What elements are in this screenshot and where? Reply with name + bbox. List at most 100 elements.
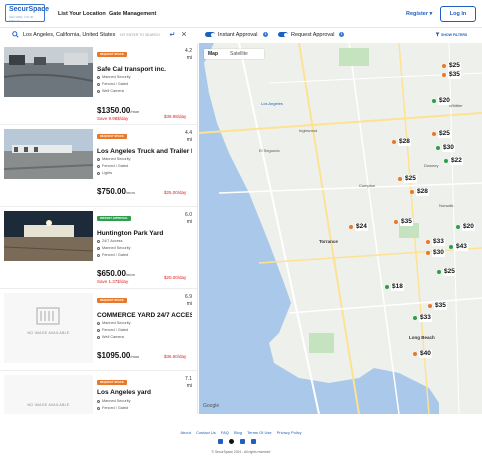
- map-pin[interactable]: $28: [392, 138, 411, 146]
- map-pin[interactable]: $25: [437, 268, 456, 276]
- register-dropdown[interactable]: Register ▾: [406, 11, 432, 17]
- pin-price: $35: [400, 218, 413, 226]
- securspace-logo[interactable]: SecurSpace SECURE YOUR SPACE: [5, 4, 49, 23]
- monthly-price: $650.00/mon: [97, 269, 135, 278]
- pin-price: $20: [462, 223, 475, 231]
- listing-card[interactable]: NO IMAGE AVAILABLE REQUEST SPACE 6.9 mi …: [0, 289, 197, 371]
- show-filters-button[interactable]: SHOW FILTERS: [441, 33, 468, 37]
- savings-text: Save 9.98$/day: [97, 116, 129, 121]
- price-value: $750.00: [97, 187, 126, 196]
- facebook-icon[interactable]: [218, 439, 223, 444]
- login-button[interactable]: Log In: [440, 6, 476, 22]
- feature-label: Manned Security: [102, 157, 131, 161]
- no-image-text: NO IMAGE AVAILABLE: [27, 331, 70, 335]
- feature-label: Lights: [102, 171, 113, 175]
- map-pin[interactable]: $35: [442, 71, 461, 79]
- pin-price: $25: [404, 175, 417, 183]
- shield-icon: [97, 400, 100, 403]
- shield-icon: [97, 322, 100, 325]
- listing-photo[interactable]: [4, 129, 93, 179]
- map-pin[interactable]: $43: [449, 243, 468, 251]
- map-pin[interactable]: $33: [413, 314, 432, 322]
- map-pin[interactable]: $28: [410, 188, 429, 196]
- copyright: © SecurSpace 2024 - All rights reserved: [211, 450, 271, 454]
- listing-title[interactable]: Los Angeles yard: [97, 389, 151, 396]
- map-pin[interactable]: $25: [398, 175, 417, 183]
- x-icon[interactable]: [229, 439, 234, 444]
- pin-dot: [456, 225, 460, 229]
- listing-card[interactable]: NO IMAGE AVAILABLE REQUEST SPACE 7.1 mi …: [0, 371, 197, 414]
- map-pin[interactable]: $40: [413, 350, 432, 358]
- footer-link-faq[interactable]: FAQ: [220, 430, 229, 435]
- map-pin[interactable]: $35: [394, 218, 413, 226]
- map-label: Whittier: [449, 103, 463, 108]
- no-image-placeholder[interactable]: NO IMAGE AVAILABLE: [4, 293, 93, 363]
- info-icon[interactable]: i: [339, 32, 344, 37]
- listing-title[interactable]: COMMERCE YARD 24/7 ACCESS ...: [97, 312, 192, 319]
- feature-label: Manned Security: [102, 321, 131, 325]
- pin-price: $33: [432, 238, 445, 246]
- logo-tagline: SECURE YOUR SPACE: [9, 15, 34, 23]
- pin-dot: [432, 132, 436, 136]
- nav-list-your-location[interactable]: List Your Location: [58, 11, 106, 17]
- listing-title[interactable]: Huntington Park Yard: [97, 230, 164, 237]
- map-pin[interactable]: $33: [426, 238, 445, 246]
- map-pin[interactable]: $18: [385, 283, 404, 291]
- pin-price: $35: [434, 302, 447, 310]
- search-input[interactable]: Los Angeles, California, United States: [23, 32, 116, 38]
- search-hint: HIT ENTER TO SEARCH: [120, 33, 160, 37]
- listing-card[interactable]: INSTANT APPROVAL 6.0 mi Huntington Park …: [0, 207, 197, 289]
- map-pin[interactable]: $20: [456, 223, 475, 231]
- footer-link-privacy[interactable]: Privacy Policy: [276, 430, 302, 435]
- map-label: El Segundo: [259, 148, 280, 153]
- listing-title[interactable]: Safe Cal transport inc.: [97, 66, 166, 73]
- pin-price: $24: [355, 223, 368, 231]
- map-tab[interactable]: Map: [208, 51, 218, 57]
- map-pin[interactable]: $25: [442, 62, 461, 70]
- register-label: Register: [406, 11, 429, 17]
- price-unit: /mon: [125, 272, 135, 277]
- map-pin[interactable]: $30: [436, 144, 455, 152]
- listing-title[interactable]: Los Angeles Truck and Trailer Pa...: [97, 148, 192, 155]
- distance: 6.9 mi: [185, 294, 192, 307]
- no-image-placeholder[interactable]: NO IMAGE AVAILABLE: [4, 375, 93, 414]
- status-badge: REQUEST SPACE: [97, 134, 127, 139]
- footer-link-terms[interactable]: Terms Of Use: [247, 430, 272, 435]
- listing-card[interactable]: REQUEST SPACE 4.2 mi Safe Cal transport …: [0, 43, 197, 125]
- request-approval-toggle[interactable]: [278, 32, 288, 37]
- instant-approval-label: Instant Approval: [218, 32, 258, 38]
- footer-link-about[interactable]: About: [180, 430, 191, 435]
- feature-label: 24/7 Access: [102, 239, 123, 243]
- listing-photo[interactable]: [4, 211, 93, 261]
- daily-price: $25.00/day: [164, 190, 187, 195]
- pin-price: $30: [442, 144, 455, 152]
- close-icon[interactable]: [181, 31, 187, 37]
- instant-approval-toggle[interactable]: [205, 32, 215, 37]
- savings-text: Save 1.37$/day: [97, 279, 129, 284]
- fence-icon: [97, 329, 100, 332]
- camera-icon: [97, 336, 100, 339]
- instagram-icon[interactable]: [240, 439, 245, 444]
- feature-label: Fenced / Gated: [102, 328, 129, 332]
- pin-dot: [410, 190, 414, 194]
- listing-card[interactable]: REQUEST SPACE 4.4 mi Los Angeles Truck a…: [0, 125, 197, 207]
- footer-link-blog[interactable]: Blog: [234, 430, 243, 435]
- linkedin-icon[interactable]: [251, 439, 256, 444]
- map-label: Inglewood: [299, 128, 318, 133]
- footer-link-contact[interactable]: Contact Us: [195, 430, 216, 435]
- info-icon[interactable]: i: [263, 32, 268, 37]
- map-view[interactable]: Map Satellite Los Angeles Inglewood Torr…: [199, 43, 482, 414]
- nav-gate-management[interactable]: Gate Management: [109, 11, 157, 17]
- map-pin[interactable]: $30: [426, 249, 445, 257]
- map-pin[interactable]: $35: [428, 302, 447, 310]
- satellite-tab[interactable]: Satellite: [230, 51, 248, 57]
- map-pin[interactable]: $20: [432, 97, 451, 105]
- map-pin[interactable]: $24: [349, 223, 368, 231]
- enter-icon[interactable]: [169, 31, 175, 37]
- top-header: SecurSpace SECURE YOUR SPACE List Your L…: [0, 0, 482, 28]
- map-pin[interactable]: $25: [432, 130, 451, 138]
- map-pin[interactable]: $22: [444, 157, 463, 165]
- feature-label: Fenced / Gated: [102, 253, 129, 257]
- listing-photo[interactable]: [4, 47, 93, 97]
- pin-price: $43: [455, 243, 468, 251]
